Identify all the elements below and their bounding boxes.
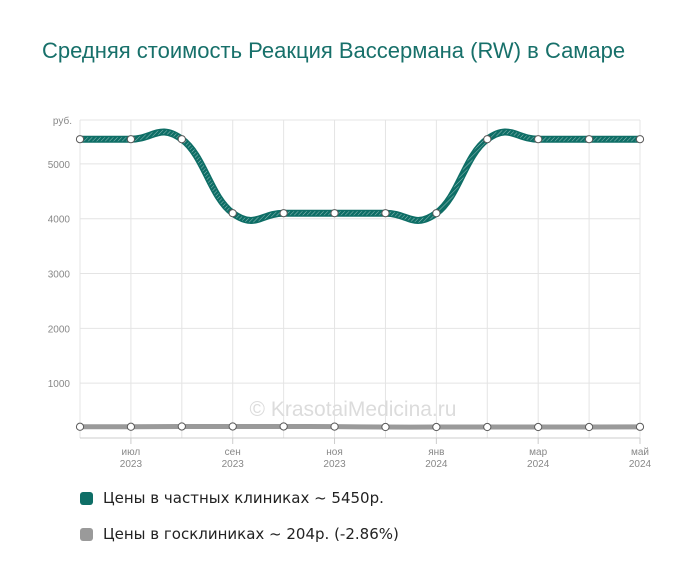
data-point-public [635, 422, 645, 431]
x-tick-label-month: июл [122, 447, 141, 458]
legend-label-public: Цены в госклиниках ~ 204р. (-2.86%) [103, 525, 399, 543]
legend-swatch-private [80, 491, 93, 505]
x-tick-label-month: мар [529, 447, 547, 458]
x-tick-label-year: 2024 [425, 459, 448, 470]
data-point-public [126, 422, 136, 431]
y-tick-label: 5000 [48, 160, 71, 171]
y-tick-label: 4000 [48, 215, 71, 226]
series-line-private-hatch [78, 129, 642, 223]
x-tick-label-year: 2023 [323, 459, 346, 470]
y-tick-label: 3000 [48, 270, 71, 281]
data-point-private [75, 135, 85, 144]
x-tick-label-year: 2023 [120, 459, 143, 470]
data-point-private [228, 209, 237, 218]
x-tick-label-month: янв [428, 447, 444, 458]
x-tick-label-month: сен [225, 447, 241, 458]
data-point-private [432, 209, 441, 218]
data-point-private [330, 209, 339, 218]
data-point-private [279, 209, 288, 218]
series-line-private [76, 128, 644, 224]
x-tick-label-year: 2023 [222, 459, 245, 470]
series-private [75, 128, 645, 224]
data-point-public [228, 422, 237, 431]
data-point-private [177, 135, 186, 144]
data-point-private [635, 135, 645, 144]
data-point-public [483, 422, 492, 432]
watermark: © KrasotaiMedicina.ru [250, 398, 457, 421]
series-public [75, 422, 645, 432]
data-point-private [534, 135, 543, 144]
data-point-private [126, 135, 136, 144]
y-tick-label: 1000 [48, 379, 71, 390]
data-point-public [330, 422, 339, 431]
data-point-public [381, 422, 390, 432]
x-tick-label-month: ноя [326, 447, 343, 458]
data-point-public [432, 422, 441, 432]
data-point-public [177, 422, 186, 431]
data-point-private [584, 135, 594, 144]
data-point-public [75, 422, 85, 431]
y-tick-label: 2000 [48, 324, 71, 335]
legend-swatch-public [80, 527, 93, 541]
legend-item-private[interactable]: Цены в частных клиниках ~ 5450р. [80, 488, 399, 508]
data-point-public [279, 422, 288, 431]
data-point-private [381, 209, 390, 218]
x-tick-label-year: 2024 [629, 459, 652, 470]
legend-item-public[interactable]: Цены в госклиниках ~ 204р. (-2.86%) [80, 524, 399, 544]
data-point-public [534, 422, 543, 432]
chart-title: Средняя стоимость Реакция Вассермана (RW… [42, 38, 626, 63]
series-line-public [77, 423, 643, 430]
legend-label-private: Цены в частных клиниках ~ 5450р. [103, 489, 384, 507]
y-axis-label: руб. [53, 115, 72, 127]
x-tick-label-year: 2024 [527, 459, 550, 470]
data-point-private [483, 135, 492, 144]
x-tick-label-month: май [631, 447, 649, 458]
legend: Цены в частных клиниках ~ 5450р. Цены в … [80, 488, 399, 560]
data-point-public [584, 422, 594, 432]
